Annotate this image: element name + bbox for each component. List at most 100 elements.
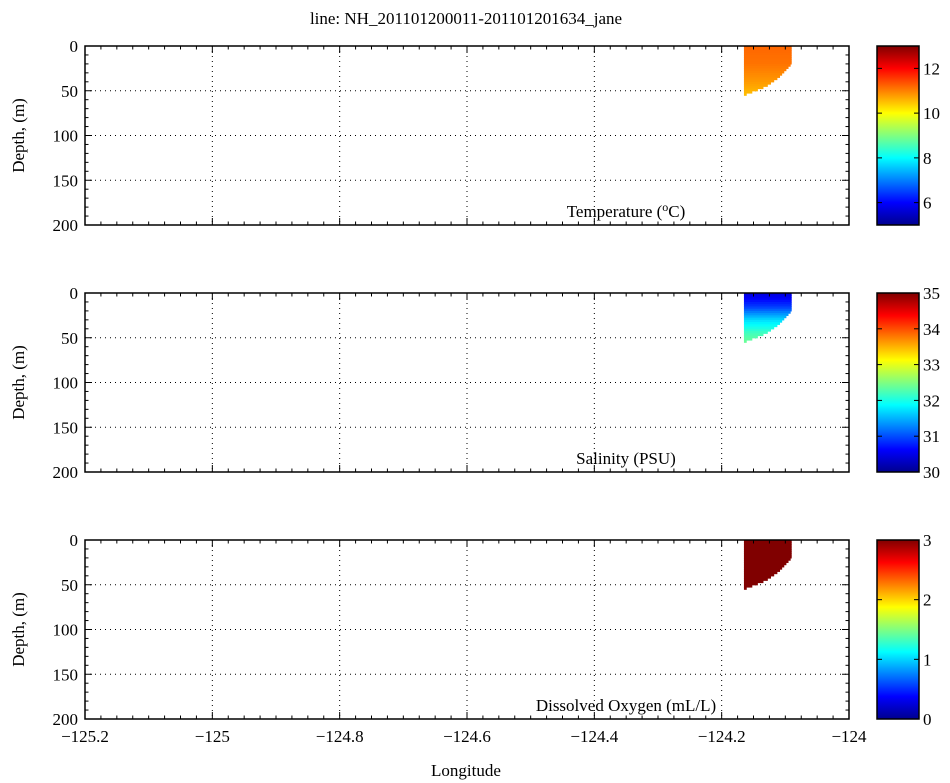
- colorbar-tick-label: 33: [923, 356, 940, 375]
- data-point: [743, 70, 785, 74]
- y-axis-label: Depth, (m): [9, 98, 28, 173]
- data-point: [743, 52, 792, 56]
- data-point: [743, 77, 778, 81]
- colorbar: [876, 539, 920, 720]
- data-point: [743, 84, 768, 87]
- colorbar-tick-label: 6: [923, 194, 932, 213]
- colorbar-tick-label: 31: [923, 427, 940, 446]
- data-point: [743, 580, 764, 584]
- data-point: [743, 564, 785, 568]
- colorbar-tick-label: 8: [923, 149, 932, 168]
- data-point: [743, 548, 792, 552]
- panel-salinity: 0 50 100 150 200 Depth, (m) Salinity (PSU) 30 31…: [9, 284, 941, 482]
- data-point: [743, 315, 787, 319]
- data-point: [743, 310, 791, 314]
- data-point: [743, 299, 792, 303]
- panel-annotation: Salinity (PSU): [576, 449, 676, 468]
- y-tick-label: 100: [53, 374, 79, 393]
- y-tick-label: 50: [61, 82, 78, 101]
- data-point: [743, 578, 768, 581]
- axes-frame: [84, 45, 850, 226]
- panel-annotation: Temperature (oC): [567, 200, 686, 221]
- y-tick-label: 150: [53, 665, 79, 684]
- data-point: [743, 90, 753, 94]
- data-point: [743, 319, 783, 323]
- x-tick-label: −125: [195, 727, 230, 746]
- colorbar-tick-label: 0: [923, 710, 932, 729]
- y-tick-label: 150: [53, 418, 79, 437]
- data-point: [743, 553, 792, 557]
- data-point: [743, 81, 772, 85]
- data-point: [743, 571, 778, 575]
- data-point: [743, 331, 768, 334]
- y-axis-label: Depth, (m): [9, 592, 28, 667]
- x-tick-label: −124.6: [443, 727, 491, 746]
- data-point: [743, 72, 783, 76]
- x-tick-label: −125.2: [61, 727, 109, 746]
- colorbar-tick-label: 30: [923, 463, 940, 482]
- colorbar-tick-label: 35: [923, 284, 940, 303]
- figure-title: line: NH_201101200011-201101201634_jane: [310, 9, 622, 28]
- data-point: [743, 562, 787, 566]
- data-point: [743, 75, 781, 78]
- data-point: [743, 555, 792, 559]
- data-point: [743, 66, 789, 69]
- axes-frame: [84, 539, 850, 720]
- data-point: [743, 306, 792, 310]
- data-point: [743, 313, 789, 316]
- data-point: [743, 86, 764, 90]
- data-point: [743, 50, 792, 54]
- y-tick-label: 200: [53, 216, 79, 235]
- data-point: [743, 46, 792, 49]
- y-tick-label: 100: [53, 127, 79, 146]
- data-point: [743, 48, 792, 52]
- data-point: [743, 54, 792, 58]
- data-point: [743, 322, 781, 325]
- x-tick-label: −124: [831, 727, 867, 746]
- data-point: [743, 551, 792, 555]
- data-point: [743, 575, 772, 579]
- data-point: [743, 557, 791, 561]
- data-point: [743, 79, 775, 83]
- data-point: [743, 293, 792, 296]
- data-point: [743, 301, 792, 305]
- colorbar-tick-label: 1: [923, 650, 932, 669]
- data-point: [743, 326, 775, 330]
- data-point: [743, 566, 783, 570]
- x-tick-label: −124.4: [570, 727, 618, 746]
- panel-oxygen: 0 50 100 150 200−125.2 −125 −124.8 −124.6 −124.4…: [9, 531, 932, 746]
- y-tick-label: 200: [53, 710, 79, 729]
- colorbar-tick-label: 2: [923, 591, 932, 610]
- data-point: [743, 324, 778, 328]
- data-point: [743, 337, 753, 341]
- data-point: [743, 68, 787, 72]
- y-tick-label: 50: [61, 576, 78, 595]
- panel-temperature: 0 50 100 150 200 Depth, (m) Temperature (oC) 6 8…: [9, 37, 940, 235]
- data-point: [743, 544, 792, 548]
- axes-frame: [84, 292, 850, 473]
- data-point: [743, 339, 747, 343]
- data-point: [743, 92, 747, 96]
- data-point: [743, 57, 792, 61]
- data-point: [743, 569, 781, 572]
- y-tick-label: 0: [70, 37, 79, 56]
- colorbar-tick-label: 32: [923, 391, 940, 410]
- data-point: [743, 335, 758, 339]
- data-point: [743, 540, 792, 543]
- y-tick-label: 50: [61, 329, 78, 348]
- data-point: [743, 586, 747, 590]
- y-tick-label: 100: [53, 621, 79, 640]
- y-tick-label: 150: [53, 171, 79, 190]
- y-axis-label: Depth, (m): [9, 345, 28, 420]
- colorbar-tick-label: 34: [923, 320, 941, 339]
- data-point: [743, 328, 772, 332]
- data-point: [743, 61, 792, 65]
- data-point: [743, 317, 785, 321]
- data-point: [743, 584, 753, 588]
- data-point: [743, 308, 792, 312]
- colorbar: [876, 292, 920, 473]
- data-point: [743, 582, 758, 586]
- panel-annotation: Dissolved Oxygen (mL/L): [536, 696, 716, 715]
- data-point: [743, 542, 792, 546]
